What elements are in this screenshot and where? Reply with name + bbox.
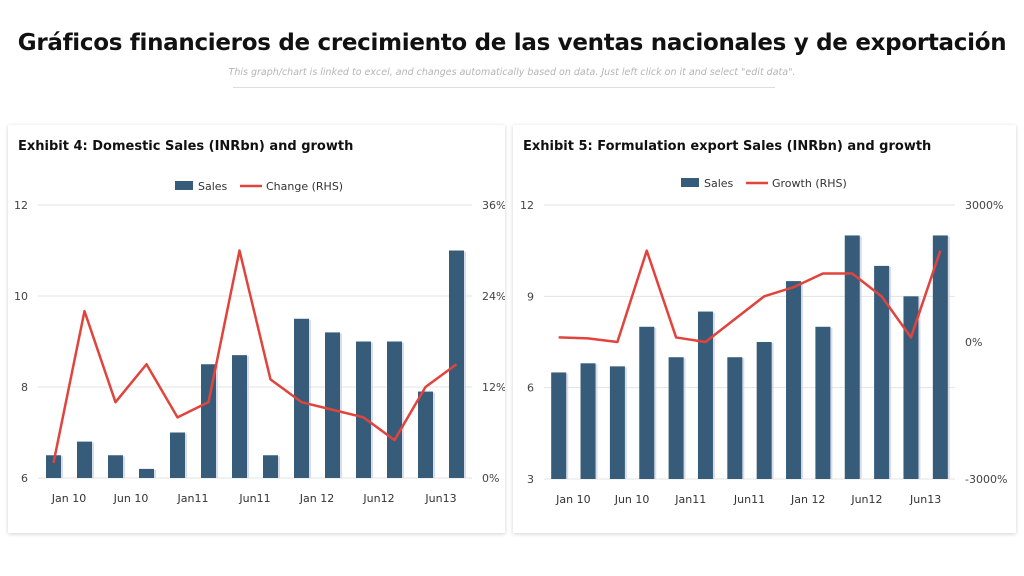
- bar-sales: [756, 342, 772, 479]
- bar-sales: [46, 455, 61, 478]
- divider: [233, 87, 775, 88]
- bar-sales: [325, 332, 340, 478]
- bar-sales: [874, 265, 890, 479]
- legend-label-sales: Sales: [704, 177, 734, 190]
- bar-sales: [232, 355, 247, 478]
- bar-sales: [387, 341, 402, 478]
- x-tick-label: Jun13: [424, 492, 456, 505]
- x-tick-label: Jan11: [674, 493, 706, 506]
- x-tick-label: Jun12: [850, 493, 882, 506]
- bar-sales: [418, 391, 433, 478]
- x-tick-label: Jan 12: [299, 492, 334, 505]
- y-tick-label: 6: [527, 382, 534, 395]
- x-tick-label: Jun11: [733, 493, 765, 506]
- chart-title: Exhibit 5: Formulation export Sales (INR…: [523, 139, 932, 154]
- bar-sales: [551, 372, 567, 479]
- bar-sales: [139, 468, 154, 478]
- legend-label-growth: Growth (RHS): [772, 177, 847, 190]
- x-tick-label: Jun12: [362, 492, 394, 505]
- bar-sales: [697, 311, 713, 479]
- page-subtitle: This graph/chart is linked to excel, and…: [228, 67, 796, 78]
- x-tick-label: Jun11: [238, 492, 270, 505]
- y-tick-label: 10: [14, 290, 28, 303]
- bar-sales: [609, 366, 625, 479]
- bar-sales: [727, 357, 743, 479]
- y2-tick-label: 24%: [482, 290, 505, 303]
- x-tick-label: Jan 10: [51, 492, 86, 505]
- chart-domestic-sales[interactable]: 6 8 10 12 0% 12% 24% 36% Jan 10 Jun 10 Jan11 Jun11 J…: [8, 125, 505, 533]
- bar-sales: [294, 318, 309, 478]
- bar-sales: [815, 326, 831, 479]
- y2-tick-label: 0%: [965, 336, 982, 349]
- bar-sales: [356, 341, 371, 478]
- bar-sales: [932, 235, 948, 479]
- bar-sales: [77, 441, 92, 478]
- y2-tick-label: -3000%: [965, 473, 1007, 486]
- legend-swatch-sales: [175, 181, 193, 190]
- chart-card-domestic-sales[interactable]: Exhibit 4: Domestic Sales (INRbn) and gr…: [8, 125, 505, 533]
- bar-sales: [580, 363, 596, 479]
- bar-sales: [170, 432, 185, 478]
- x-tick-label: Jan 10: [555, 493, 590, 506]
- bar-sales: [786, 281, 802, 479]
- y-tick-label: 12: [520, 199, 534, 212]
- y2-tick-label: 0%: [482, 472, 499, 485]
- legend-label-growth: Change (RHS): [266, 180, 343, 193]
- y2-tick-label: 3000%: [965, 199, 1003, 212]
- chart-title: Exhibit 4: Domestic Sales (INRbn) and gr…: [18, 139, 354, 154]
- line-growth: [52, 249, 458, 464]
- bar-sales: [108, 455, 123, 478]
- y-tick-label: 9: [527, 290, 534, 303]
- x-tick-label: Jan11: [177, 492, 209, 505]
- bar-sales: [668, 357, 684, 479]
- bar-sales: [201, 364, 216, 478]
- chart-export-sales[interactable]: 3 6 9 12 -3000% 0% 3000% Jan 10 Jun 10 Jan11 Jun11…: [513, 125, 1016, 533]
- legend-label-sales: Sales: [198, 180, 228, 193]
- bar-sales: [844, 235, 860, 479]
- y-tick-label: 3: [527, 473, 534, 486]
- bar-sales: [263, 455, 278, 478]
- bar-sales: [639, 326, 655, 479]
- page-title: Gráficos financieros de crecimiento de l…: [17, 30, 1007, 56]
- x-tick-label: Jan 12: [790, 493, 825, 506]
- x-tick-label: Jun13: [909, 493, 941, 506]
- line-growth: [558, 249, 942, 344]
- chart-card-export-sales[interactable]: Exhibit 5: Formulation export Sales (INR…: [513, 125, 1016, 533]
- y2-tick-label: 12%: [482, 381, 505, 394]
- x-tick-label: Jun 10: [614, 493, 650, 506]
- y2-tick-label: 36%: [482, 199, 505, 212]
- legend-swatch-sales: [681, 178, 699, 187]
- x-tick-label: Jun 10: [113, 492, 149, 505]
- y-tick-label: 8: [21, 381, 28, 394]
- bar-sales: [903, 296, 919, 479]
- y-tick-label: 12: [14, 199, 28, 212]
- y-tick-label: 6: [21, 472, 28, 485]
